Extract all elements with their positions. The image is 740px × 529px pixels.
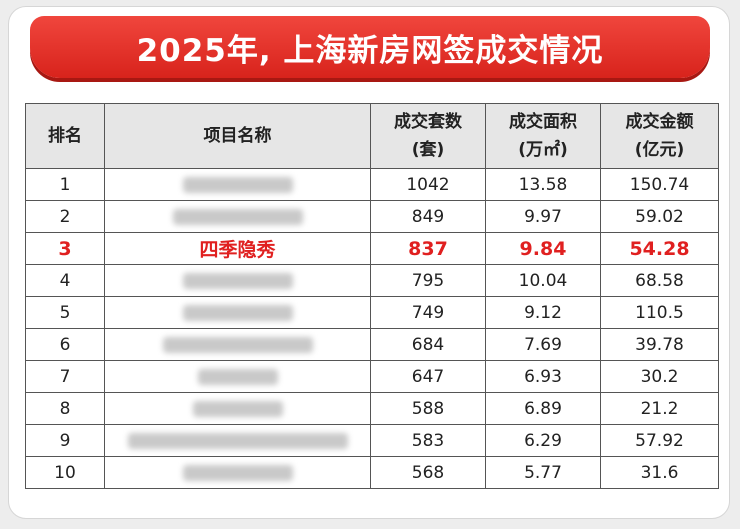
table-body: 1 1042 13.58 150.74 2 849 9.97 59.02 3 四季隐秀 837 9.8… — [25, 168, 719, 489]
column-label: 成交套数 — [394, 112, 462, 132]
blurred-name — [127, 432, 348, 449]
amount-cell: 68.58 — [600, 264, 719, 297]
units-cell: 795 — [370, 264, 486, 297]
rank-cell: 7 — [25, 360, 105, 393]
rank-cell: 10 — [25, 456, 105, 489]
sales-table: 排名 项目名称 成交套数 (套) 成交面积 (万㎡) 成交金额 (亿元) 1 1042 13.58… — [25, 103, 719, 489]
amount-cell: 150.74 — [600, 168, 719, 201]
table-row: 7 647 6.93 30.2 — [25, 360, 719, 393]
amount-cell: 21.2 — [600, 392, 719, 425]
amount-cell: 110.5 — [600, 296, 719, 329]
blurred-name — [182, 464, 293, 481]
amount-cell: 30.2 — [600, 360, 719, 393]
units-cell: 583 — [370, 424, 486, 457]
area-cell: 7.69 — [485, 328, 601, 361]
rank-cell: 8 — [25, 392, 105, 425]
area-cell: 10.04 — [485, 264, 601, 297]
column-unit: (套) — [411, 140, 445, 160]
table-row: 8 588 6.89 21.2 — [25, 392, 719, 425]
area-cell: 9.97 — [485, 200, 601, 233]
column-label: 成交金额 — [625, 112, 694, 132]
amount-cell: 57.92 — [600, 424, 719, 457]
project-cell — [104, 296, 371, 329]
column-label: 排名 — [48, 126, 82, 146]
header-row: 排名 项目名称 成交套数 (套) 成交面积 (万㎡) 成交金额 (亿元) — [25, 103, 719, 169]
column-label: 成交面积 — [509, 112, 577, 132]
title: 2025年, 上海新房网签成交情况 — [136, 32, 604, 69]
table-row: 4 795 10.04 68.58 — [25, 264, 719, 297]
amount-cell: 39.78 — [600, 328, 719, 361]
rank-cell: 3 — [25, 232, 105, 265]
table-row: 1 1042 13.58 150.74 — [25, 168, 719, 201]
project-cell — [104, 392, 371, 425]
area-cell: 6.89 — [485, 392, 601, 425]
project-cell — [104, 264, 371, 297]
project-cell — [104, 168, 371, 201]
rank-cell: 4 — [25, 264, 105, 297]
units-cell: 684 — [370, 328, 486, 361]
title-banner: 2025年, 上海新房网签成交情况 — [30, 16, 710, 78]
amount-cell: 54.28 — [600, 232, 719, 265]
column-header: 成交套数 (套) — [370, 103, 486, 169]
blurred-name — [182, 304, 293, 321]
rank-cell: 2 — [25, 200, 105, 233]
table-row: 6 684 7.69 39.78 — [25, 328, 719, 361]
blurred-name — [182, 176, 293, 193]
project-cell: 四季隐秀 — [104, 232, 371, 265]
blurred-name — [197, 368, 278, 385]
units-cell: 837 — [370, 232, 486, 265]
amount-cell: 59.02 — [600, 200, 719, 233]
table-row: 10 568 5.77 31.6 — [25, 456, 719, 489]
area-cell: 5.77 — [485, 456, 601, 489]
table-row: 9 583 6.29 57.92 — [25, 424, 719, 457]
area-cell: 6.93 — [485, 360, 601, 393]
area-cell: 9.12 — [485, 296, 601, 329]
column-header: 排名 — [25, 103, 105, 169]
blurred-name — [162, 336, 313, 353]
column-label: 项目名称 — [203, 126, 272, 146]
units-cell: 849 — [370, 200, 486, 233]
rank-cell: 1 — [25, 168, 105, 201]
rank-cell: 6 — [25, 328, 105, 361]
project-cell — [104, 328, 371, 361]
units-cell: 568 — [370, 456, 486, 489]
column-header: 成交金额 (亿元) — [600, 103, 719, 169]
project-cell — [104, 424, 371, 457]
table-row: 2 849 9.97 59.02 — [25, 200, 719, 233]
units-cell: 647 — [370, 360, 486, 393]
blurred-name — [172, 208, 303, 225]
blurred-name — [182, 272, 293, 289]
amount-cell: 31.6 — [600, 456, 719, 489]
units-cell: 749 — [370, 296, 486, 329]
units-cell: 1042 — [370, 168, 486, 201]
column-unit: (万㎡) — [518, 140, 568, 160]
column-header: 项目名称 — [104, 103, 371, 169]
project-cell — [104, 360, 371, 393]
table-row: 5 749 9.12 110.5 — [25, 296, 719, 329]
column-unit: (亿元) — [634, 140, 685, 160]
project-cell — [104, 200, 371, 233]
column-header: 成交面积 (万㎡) — [485, 103, 601, 169]
project-cell — [104, 456, 371, 489]
rank-cell: 5 — [25, 296, 105, 329]
table-row: 3 四季隐秀 837 9.84 54.28 — [25, 232, 719, 265]
area-cell: 9.84 — [485, 232, 601, 265]
rank-cell: 9 — [25, 424, 105, 457]
units-cell: 588 — [370, 392, 486, 425]
area-cell: 13.58 — [485, 168, 601, 201]
area-cell: 6.29 — [485, 424, 601, 457]
blurred-name — [192, 400, 283, 417]
